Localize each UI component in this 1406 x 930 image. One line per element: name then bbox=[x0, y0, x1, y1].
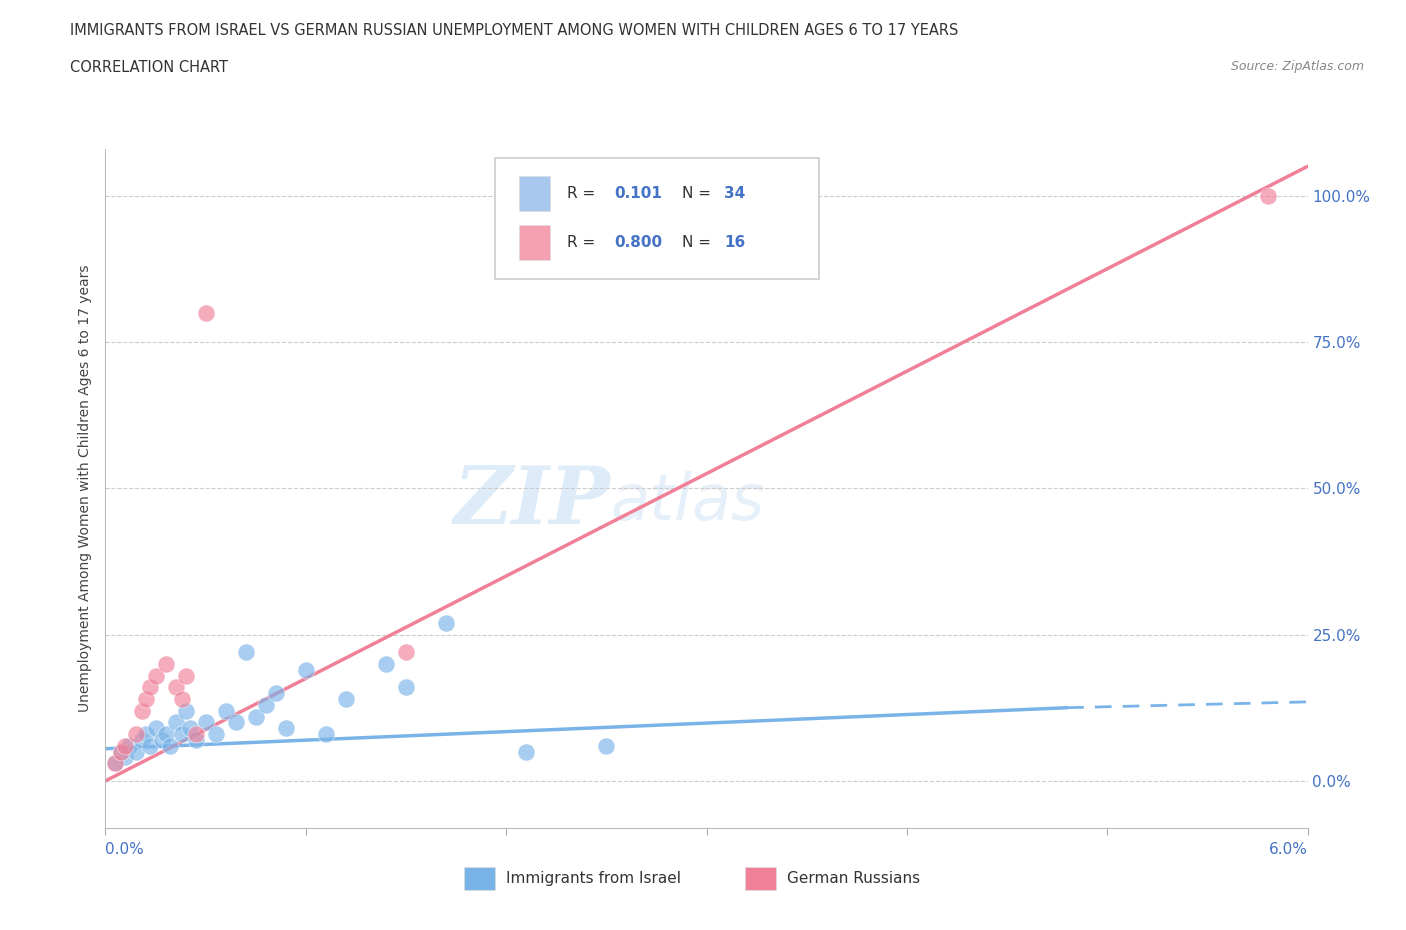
Point bbox=[245, 709, 267, 724]
Text: 0.800: 0.800 bbox=[614, 235, 662, 250]
Text: CORRELATION CHART: CORRELATION CHART bbox=[70, 60, 228, 75]
Point bbox=[335, 692, 357, 707]
Point bbox=[254, 698, 277, 712]
Point bbox=[595, 738, 617, 753]
Point bbox=[174, 668, 197, 683]
Text: R =: R = bbox=[567, 235, 600, 250]
Point bbox=[204, 726, 226, 741]
Point bbox=[170, 726, 193, 741]
Point bbox=[145, 668, 167, 683]
Point bbox=[110, 744, 132, 759]
Point bbox=[150, 733, 173, 748]
Text: IMMIGRANTS FROM ISRAEL VS GERMAN RUSSIAN UNEMPLOYMENT AMONG WOMEN WITH CHILDREN : IMMIGRANTS FROM ISRAEL VS GERMAN RUSSIAN… bbox=[70, 23, 959, 38]
Point bbox=[264, 685, 287, 700]
Point bbox=[159, 738, 181, 753]
Point bbox=[131, 703, 153, 718]
Text: atlas: atlas bbox=[610, 471, 765, 533]
Point bbox=[165, 715, 187, 730]
Point bbox=[138, 680, 160, 695]
Point bbox=[135, 692, 157, 707]
Text: R =: R = bbox=[567, 186, 600, 201]
Point bbox=[194, 715, 217, 730]
Point bbox=[184, 733, 207, 748]
Point bbox=[114, 750, 136, 764]
Text: 0.0%: 0.0% bbox=[105, 843, 145, 857]
Point bbox=[135, 726, 157, 741]
Point bbox=[374, 657, 396, 671]
Point bbox=[165, 680, 187, 695]
Text: ZIP: ZIP bbox=[454, 463, 610, 540]
Point bbox=[104, 756, 127, 771]
Text: 16: 16 bbox=[724, 235, 745, 250]
Text: Immigrants from Israel: Immigrants from Israel bbox=[506, 871, 681, 886]
Point bbox=[184, 726, 207, 741]
Point bbox=[515, 744, 537, 759]
Y-axis label: Unemployment Among Women with Children Ages 6 to 17 years: Unemployment Among Women with Children A… bbox=[79, 264, 93, 712]
Point bbox=[395, 644, 418, 659]
Text: N =: N = bbox=[682, 186, 716, 201]
Point bbox=[138, 738, 160, 753]
Text: 34: 34 bbox=[724, 186, 745, 201]
Point bbox=[179, 721, 201, 736]
Point bbox=[1256, 188, 1278, 203]
Point bbox=[131, 733, 153, 748]
Point bbox=[170, 692, 193, 707]
Point bbox=[124, 744, 146, 759]
Text: N =: N = bbox=[682, 235, 716, 250]
Text: German Russians: German Russians bbox=[787, 871, 921, 886]
Point bbox=[124, 726, 146, 741]
Text: 0.101: 0.101 bbox=[614, 186, 662, 201]
Point bbox=[315, 726, 337, 741]
Point bbox=[174, 703, 197, 718]
Point bbox=[294, 662, 316, 677]
Point bbox=[155, 726, 177, 741]
Point bbox=[225, 715, 247, 730]
Point bbox=[145, 721, 167, 736]
Point bbox=[395, 680, 418, 695]
Point bbox=[114, 738, 136, 753]
Point bbox=[434, 616, 457, 631]
Text: 6.0%: 6.0% bbox=[1268, 843, 1308, 857]
Point bbox=[274, 721, 297, 736]
Point bbox=[214, 703, 236, 718]
Point bbox=[194, 305, 217, 320]
Point bbox=[118, 738, 141, 753]
Point bbox=[104, 756, 127, 771]
Point bbox=[155, 657, 177, 671]
Point bbox=[235, 644, 257, 659]
Point bbox=[110, 744, 132, 759]
Text: Source: ZipAtlas.com: Source: ZipAtlas.com bbox=[1230, 60, 1364, 73]
